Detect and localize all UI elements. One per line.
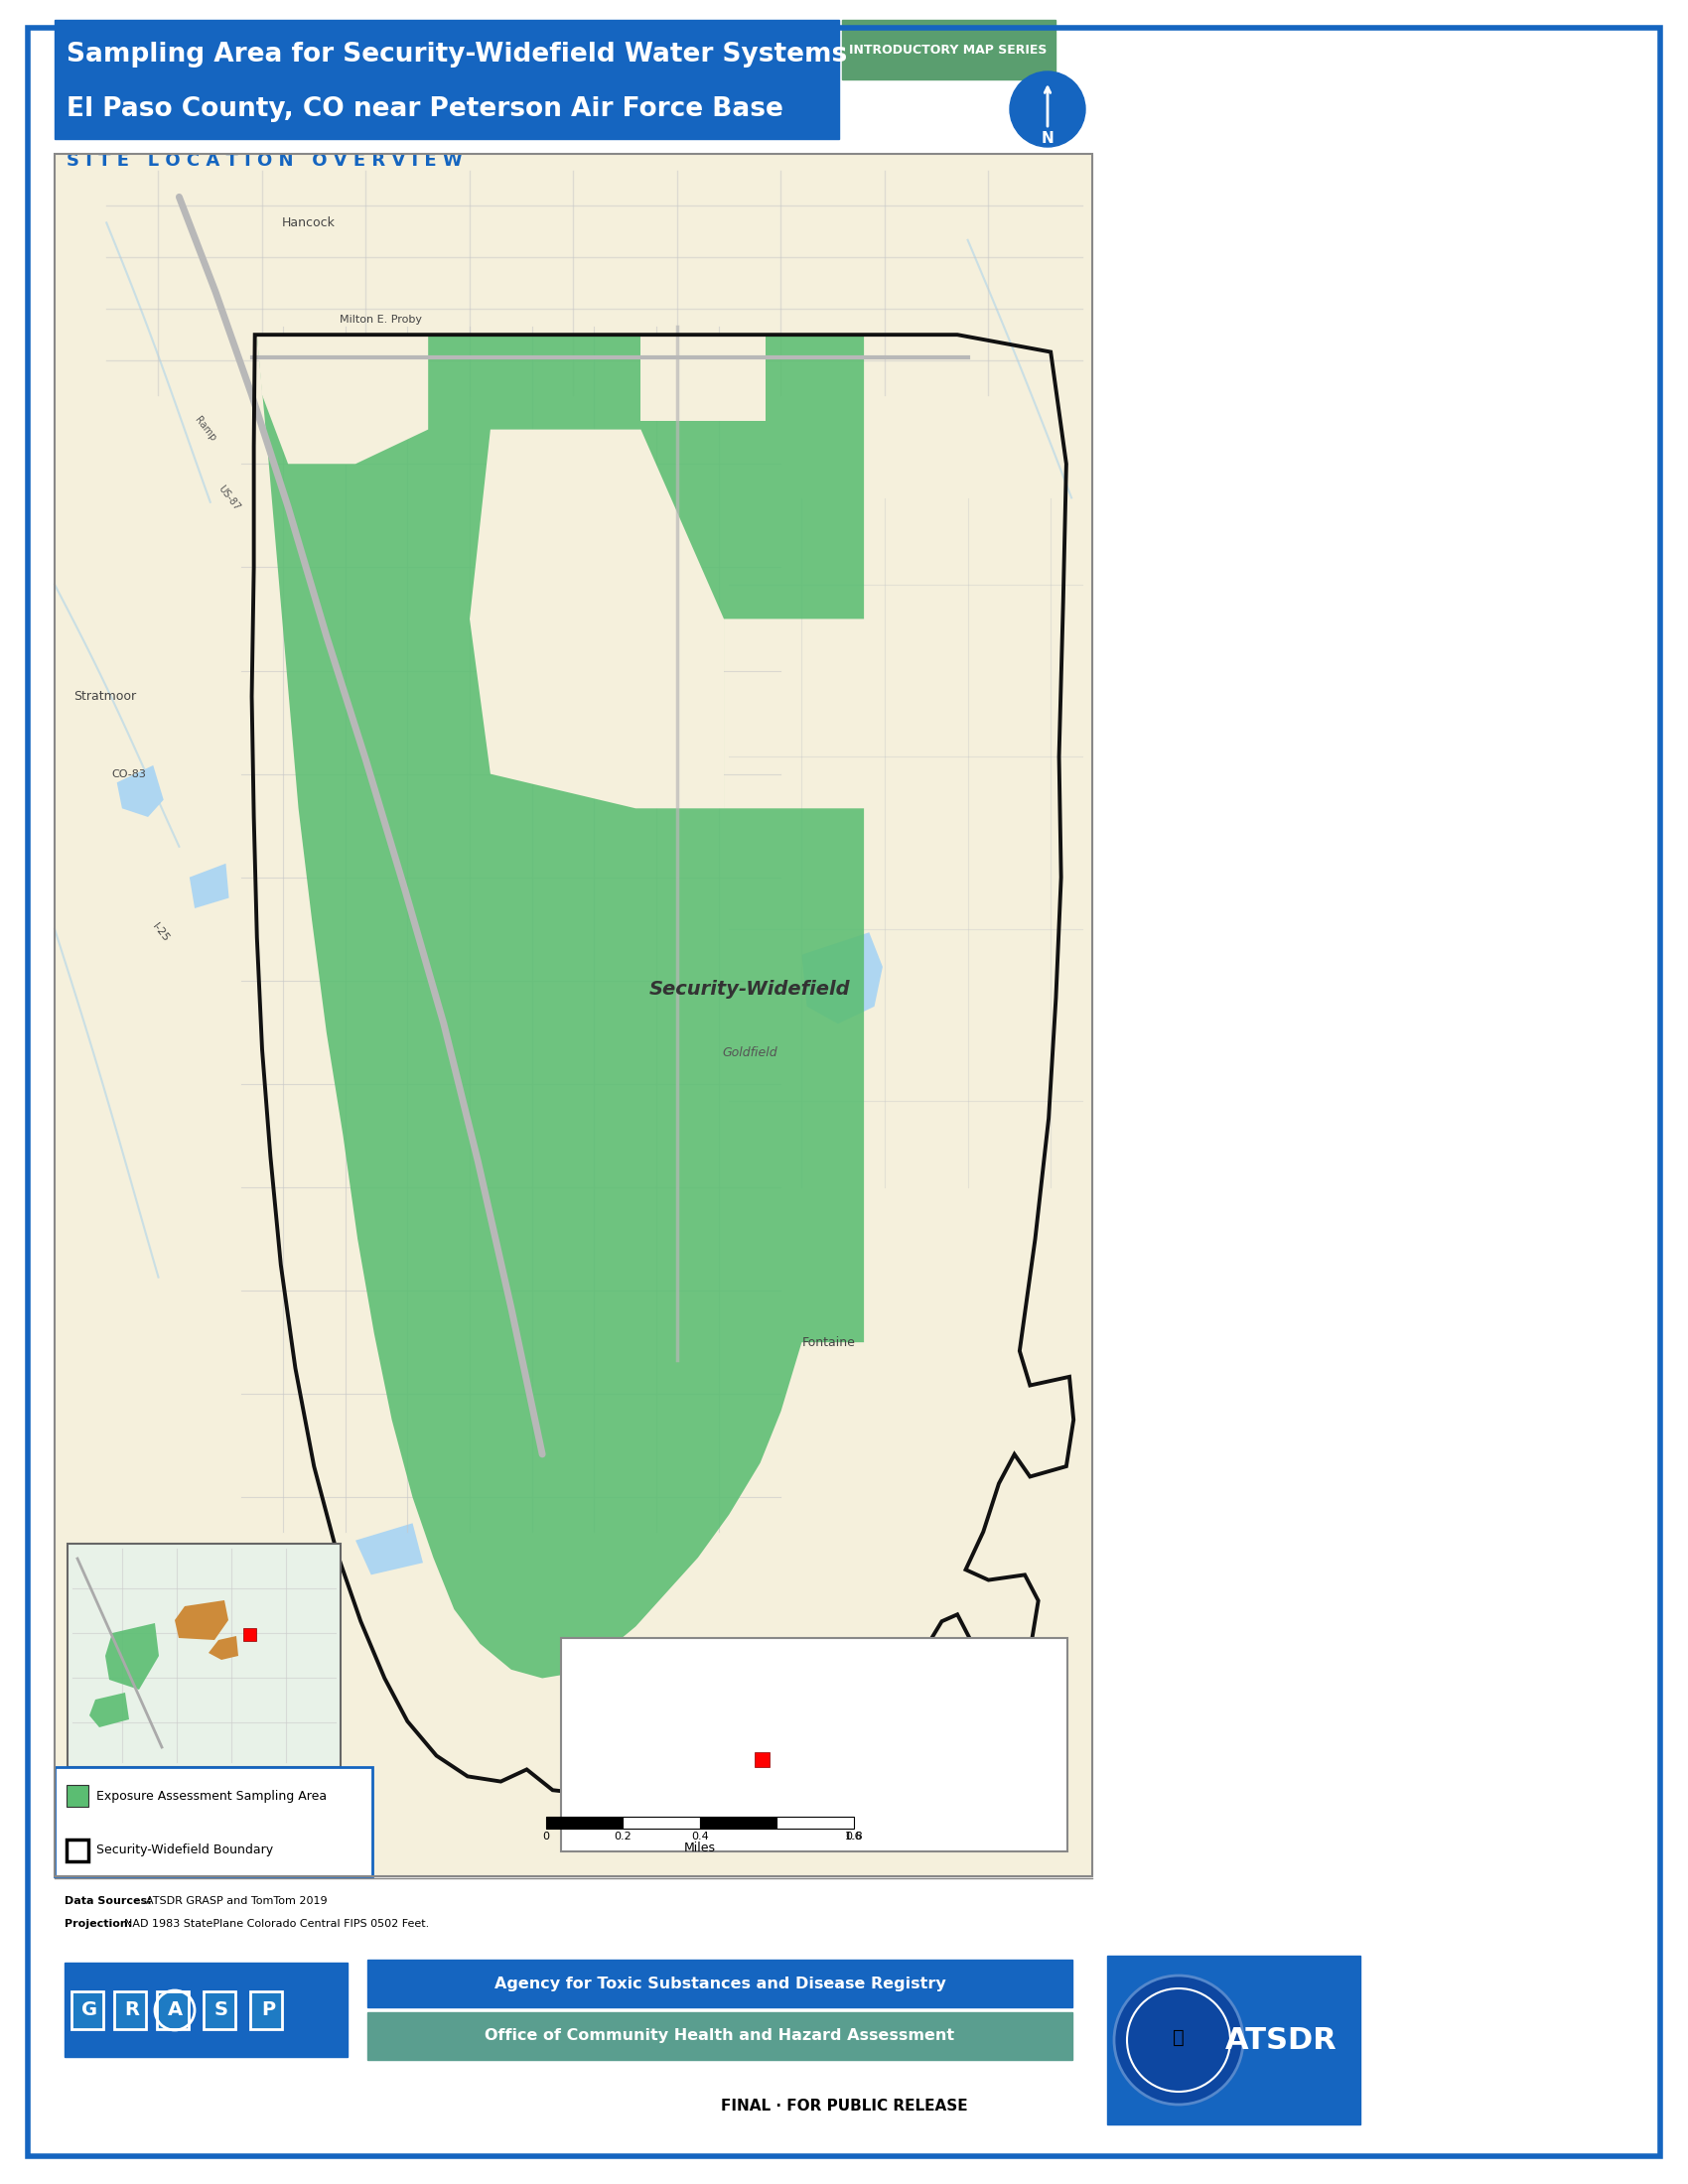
Text: Agency for Toxic Substances and Disease Registry: Agency for Toxic Substances and Disease …: [495, 1977, 945, 1992]
Bar: [54, 153, 1092, 1876]
Bar: [547, 1817, 623, 1828]
Text: Miles: Miles: [684, 1841, 716, 1854]
Polygon shape: [469, 430, 724, 808]
Text: Security-Widefield: Security-Widefield: [650, 981, 851, 998]
Bar: [66, 1784, 88, 1806]
Bar: [66, 1839, 88, 1861]
Bar: [115, 1992, 145, 2029]
Bar: [368, 1959, 1072, 2007]
Text: Hancock: Hancock: [282, 216, 336, 229]
Text: Fontaine: Fontaine: [802, 1337, 856, 1350]
Text: INTRODUCTORY MAP SERIES: INTRODUCTORY MAP SERIES: [849, 44, 1047, 57]
Text: Ramp: Ramp: [192, 415, 218, 443]
Bar: [755, 1752, 770, 1767]
Text: S: S: [214, 2001, 228, 2020]
Text: Exposure Assessment Sampling Area: Exposure Assessment Sampling Area: [96, 1789, 327, 1802]
Text: Milton E. Proby: Milton E. Proby: [339, 314, 422, 323]
Bar: [368, 2011, 1072, 2060]
Text: 0.8: 0.8: [846, 1832, 863, 1841]
Bar: [71, 1992, 103, 2029]
Text: 1.6: 1.6: [846, 1832, 863, 1841]
Bar: [68, 1544, 341, 1767]
Text: Projection:: Projection:: [64, 1920, 132, 1928]
Polygon shape: [209, 1636, 238, 1660]
Text: FINAL · FOR PUBLIC RELEASE: FINAL · FOR PUBLIC RELEASE: [721, 2099, 967, 2114]
Bar: [776, 1817, 854, 1828]
Bar: [54, 153, 1092, 1876]
Text: 🦅: 🦅: [1173, 2027, 1185, 2046]
Text: US-87: US-87: [216, 485, 241, 513]
Text: 0.4: 0.4: [690, 1832, 709, 1841]
Text: NAD 1983 StatePlane Colorado Central FIPS 0502 Feet.: NAD 1983 StatePlane Colorado Central FIP…: [125, 1920, 429, 1928]
Bar: [54, 1767, 373, 1876]
Polygon shape: [257, 334, 429, 463]
Circle shape: [1009, 72, 1085, 146]
Polygon shape: [641, 334, 765, 422]
Bar: [1107, 1955, 1361, 2125]
Text: N: N: [1041, 131, 1053, 146]
Bar: [204, 1992, 235, 2029]
Text: El Paso County, CO near Peterson Air Force Base: El Paso County, CO near Peterson Air For…: [66, 96, 783, 122]
Text: CO-83: CO-83: [111, 769, 147, 780]
Polygon shape: [189, 863, 230, 909]
Circle shape: [1114, 1977, 1242, 2105]
Text: R: R: [125, 2001, 140, 2020]
Text: 0: 0: [542, 1832, 550, 1841]
Polygon shape: [116, 764, 164, 817]
Bar: [560, 1638, 1067, 1852]
Text: A: A: [167, 2001, 182, 2020]
Polygon shape: [356, 1522, 424, 1575]
Text: Sampling Area for Security-Widefield Water Systems: Sampling Area for Security-Widefield Wat…: [66, 41, 847, 68]
Text: S I T E   L O C A T I O N   O V E R V I E W: S I T E L O C A T I O N O V E R V I E W: [66, 153, 463, 170]
Text: I-25: I-25: [150, 922, 170, 943]
Text: Stratmoor: Stratmoor: [73, 690, 137, 703]
Polygon shape: [802, 933, 883, 1024]
Bar: [243, 1627, 257, 1640]
Text: Office of Community Health and Hazard Assessment: Office of Community Health and Hazard As…: [484, 2029, 955, 2044]
Polygon shape: [176, 1601, 228, 1640]
Text: Data Sources:: Data Sources:: [64, 1896, 152, 1907]
Text: Security-Widefield Boundary: Security-Widefield Boundary: [96, 1843, 273, 1856]
Text: 0.2: 0.2: [614, 1832, 631, 1841]
Bar: [842, 20, 1055, 79]
Polygon shape: [105, 1623, 159, 1690]
Bar: [623, 1817, 701, 1828]
Polygon shape: [257, 334, 864, 1677]
Text: ATSDR GRASP and TomTom 2019: ATSDR GRASP and TomTom 2019: [145, 1896, 327, 1907]
Text: Goldfield: Goldfield: [722, 1046, 778, 1059]
Bar: [157, 1992, 189, 2029]
Text: G: G: [81, 2001, 98, 2020]
Text: P: P: [262, 2001, 275, 2020]
Bar: [64, 1963, 348, 2057]
Bar: [701, 1817, 776, 1828]
Bar: [54, 20, 839, 140]
Text: PRJ 05738 PY Y7 1/29/20: PRJ 05738 PY Y7 1/29/20: [64, 1977, 191, 1985]
Polygon shape: [89, 1693, 128, 1728]
Text: ATSDR: ATSDR: [1225, 2027, 1337, 2055]
Bar: [250, 1992, 282, 2029]
